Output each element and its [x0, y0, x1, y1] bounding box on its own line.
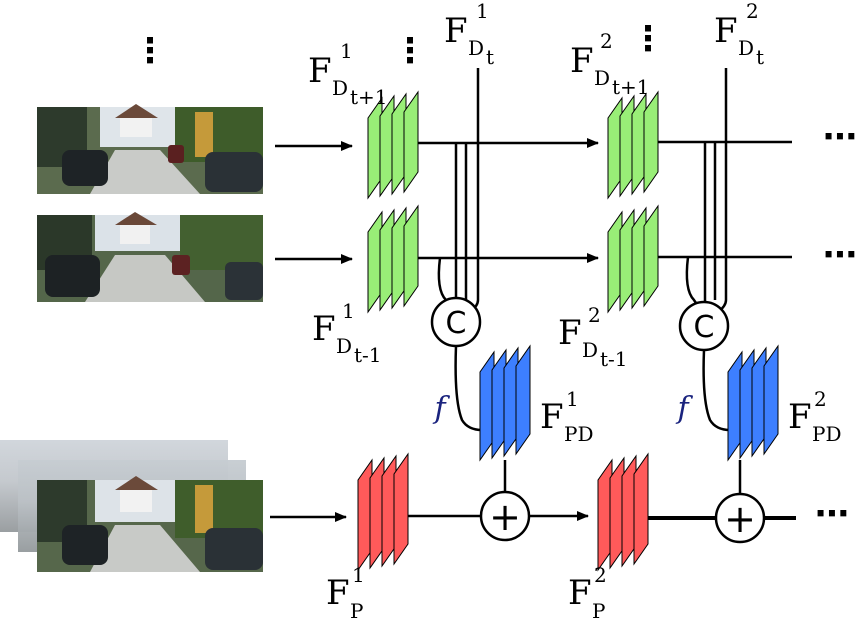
svg-text:2: 2: [746, 0, 759, 23]
svg-text:1: 1: [342, 299, 355, 323]
svg-text:D: D: [582, 338, 598, 362]
svg-text:F: F: [312, 309, 336, 349]
label-fp-2: F 2 P: [568, 563, 607, 623]
svg-text:F: F: [444, 11, 468, 51]
wire-concat1-a: [454, 143, 460, 311]
vdots-mid: ⋮: [393, 31, 427, 71]
svg-text:2: 2: [594, 563, 607, 587]
f-path-1: [454, 345, 483, 432]
svg-text:t: t: [756, 45, 764, 69]
label-fpd-2: F 2 PD: [788, 387, 842, 446]
svg-text:1: 1: [340, 39, 353, 63]
ellipsis-top: ⋯: [823, 117, 857, 157]
svg-text:t+1: t+1: [350, 85, 388, 109]
svg-text:D: D: [336, 334, 352, 358]
svg-text:t+1: t+1: [612, 75, 650, 99]
svg-text:D: D: [594, 66, 610, 90]
svg-text:F: F: [558, 313, 582, 353]
svg-text:D: D: [738, 36, 754, 60]
svg-text:t: t: [486, 45, 494, 69]
svg-text:F: F: [714, 11, 738, 51]
svg-text:1: 1: [476, 0, 489, 23]
input-image-frame-middle: [37, 212, 263, 302]
svg-text:2: 2: [814, 387, 827, 411]
concat-node-1: C: [430, 296, 482, 348]
svg-text:D: D: [332, 76, 348, 100]
pose-feature-stack-1: [357, 452, 409, 572]
label-fd-t1: F 1 D t: [444, 0, 494, 69]
vdots-right: ⋮: [631, 19, 665, 59]
add-label-1: +: [489, 495, 521, 539]
svg-text:P: P: [592, 599, 605, 623]
svg-text:F: F: [540, 397, 564, 437]
label-fd-t2-next: F 2 D t+1: [570, 29, 650, 99]
concat-label-1: C: [446, 306, 467, 341]
svg-text:PD: PD: [812, 422, 842, 446]
function-f-label-1: f: [432, 391, 450, 426]
svg-text:F: F: [788, 397, 812, 437]
svg-text:F: F: [568, 573, 592, 613]
input-image-stack: [0, 440, 263, 572]
add-label-2: +: [724, 497, 756, 541]
svg-text:t-1: t-1: [354, 343, 382, 367]
svg-text:F: F: [326, 573, 350, 613]
wire-concat2-d: [685, 256, 700, 307]
ellipsis-bottom: ⋯: [815, 494, 849, 534]
label-fd-t1-prev: F 1 D t-1: [312, 299, 382, 367]
input-image-frame-top: [37, 104, 263, 194]
depth-feature-stack-t2-next: [607, 90, 659, 200]
svg-text:D: D: [468, 36, 484, 60]
svg-text:F: F: [308, 51, 332, 91]
svg-text:PD: PD: [564, 422, 594, 446]
depth-feature-stack-t2-prev: [607, 204, 659, 314]
ellipsis-middle: ⋯: [823, 235, 857, 275]
svg-text:P: P: [350, 599, 363, 623]
add-node-1: +: [479, 490, 531, 542]
add-node-2: +: [714, 492, 766, 544]
f-path-2: [702, 349, 731, 432]
label-fd-t2-prev: F 2 D t-1: [558, 303, 628, 371]
label-fd-t1-next: F 1 D t+1: [308, 39, 388, 109]
svg-text:1: 1: [566, 387, 579, 411]
vdots-left: ⋮: [133, 31, 167, 71]
svg-text:F: F: [570, 41, 594, 81]
svg-text:2: 2: [588, 303, 601, 327]
label-fp-1: F 1 P: [326, 563, 365, 623]
pose-depth-feature-stack-1: [479, 344, 531, 462]
svg-text:2: 2: [600, 29, 613, 53]
wire-concat2-a: [703, 142, 708, 311]
label-fd-t2: F 2 D t: [714, 0, 764, 69]
depth-feature-stack-t1-next: [367, 90, 419, 200]
concat-node-2: C: [678, 300, 730, 352]
function-f-label-2: f: [675, 391, 693, 426]
concat-label-2: C: [694, 310, 715, 345]
label-fpd-1: F 1 PD: [540, 387, 594, 446]
depth-feature-stack-t1-prev: [367, 204, 419, 314]
pose-feature-stack-2: [597, 452, 649, 572]
pose-depth-feature-stack-2: [727, 344, 779, 462]
svg-text:t-1: t-1: [600, 347, 628, 371]
svg-text:1: 1: [352, 563, 365, 587]
